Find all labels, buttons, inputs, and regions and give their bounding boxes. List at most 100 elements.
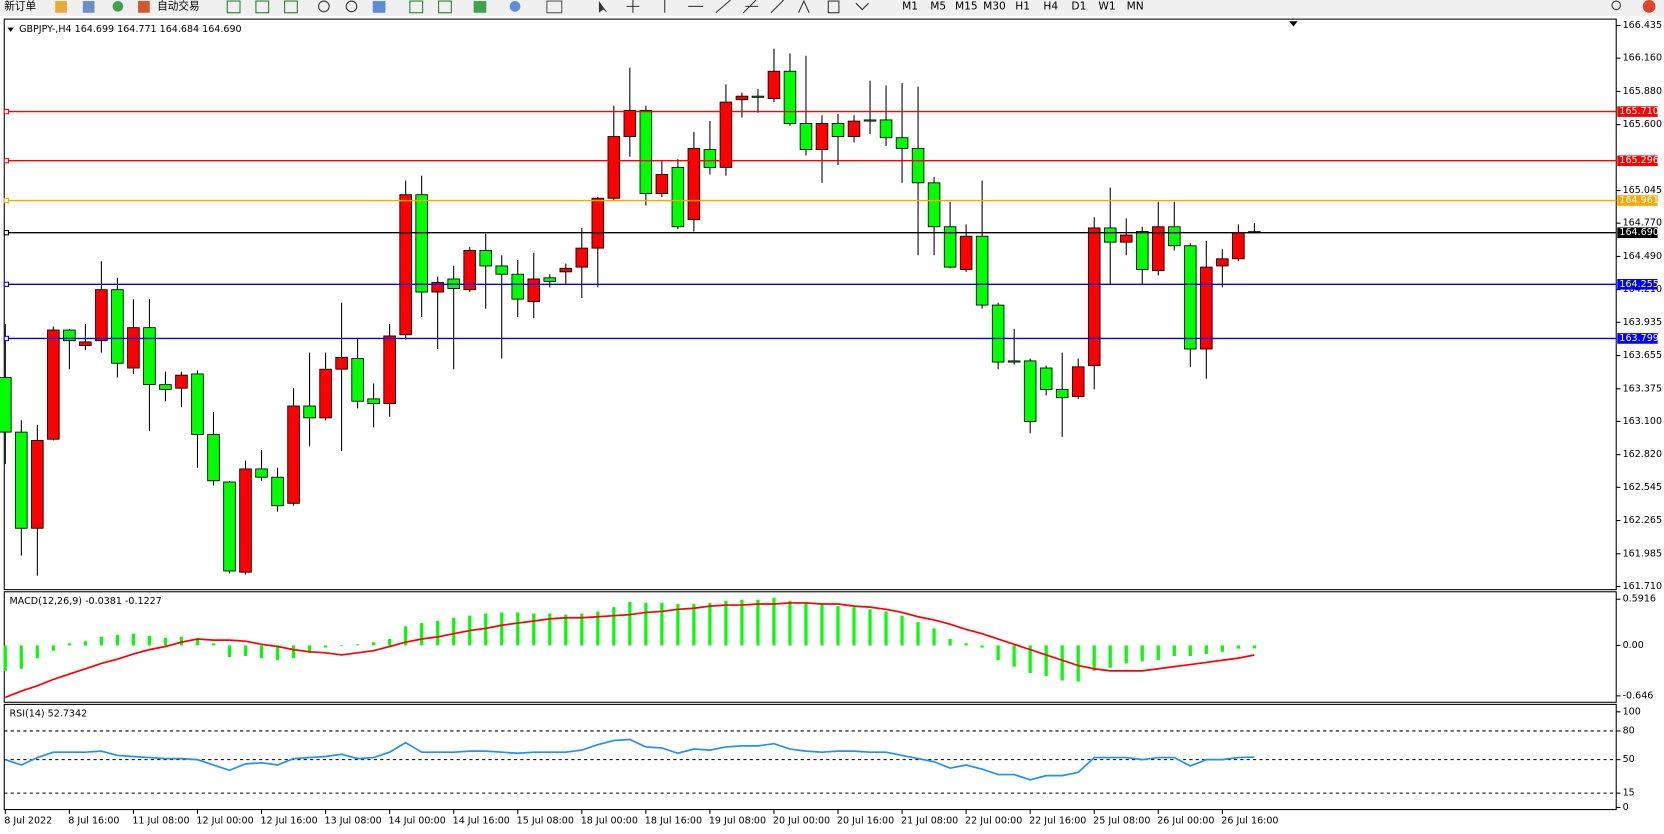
macd-bar <box>644 602 648 646</box>
candle-body <box>895 137 909 149</box>
candle-body <box>799 123 813 151</box>
x-tick-label: 8 Jul 16:00 <box>68 816 119 827</box>
new-order-button[interactable]: 新订单 <box>4 0 36 12</box>
candle-body <box>943 226 957 268</box>
channel-icon[interactable] <box>742 0 759 14</box>
icon[interactable] <box>509 1 521 12</box>
icon[interactable] <box>138 1 150 13</box>
macd-bar <box>35 645 39 659</box>
candle-body <box>559 267 573 273</box>
candle-body <box>1119 234 1133 243</box>
timeframe-button[interactable]: M15 <box>955 0 978 12</box>
candle-body <box>1136 231 1149 270</box>
macd-bar <box>211 643 216 646</box>
candle-body <box>127 327 140 369</box>
timeframe-button[interactable]: M5 <box>930 0 946 12</box>
icon[interactable] <box>255 0 270 14</box>
macd-bar <box>99 636 103 646</box>
cursor-icon[interactable] <box>598 1 608 13</box>
icon[interactable] <box>226 0 241 14</box>
icon[interactable] <box>318 0 330 13</box>
level-marker <box>3 230 10 236</box>
macd-bar <box>307 645 312 653</box>
timeframe-button[interactable]: MN <box>1127 0 1144 12</box>
timeframe-button[interactable]: W1 <box>1098 0 1115 12</box>
candle-body <box>415 194 428 293</box>
candle-body <box>751 95 765 98</box>
x-tick-label: 22 Jul 16:00 <box>1029 816 1086 827</box>
icon[interactable] <box>284 0 298 14</box>
icon[interactable] <box>409 0 424 14</box>
rsi-panel <box>3 703 1617 811</box>
macd-bar <box>51 645 55 651</box>
macd-bar <box>404 626 408 646</box>
macd-bar <box>756 599 760 646</box>
macd-bar <box>884 611 888 646</box>
notification-icon[interactable] <box>1642 0 1656 13</box>
level-label: 164.961 <box>1619 195 1658 206</box>
y-tick-label: 163.375 <box>1623 383 1662 394</box>
candle-body <box>607 136 621 199</box>
arrow-icon[interactable] <box>855 2 870 11</box>
level-label: 164.255 <box>1619 279 1658 290</box>
macd-bar <box>131 633 136 646</box>
crosshair-icon[interactable] <box>626 0 640 13</box>
auto-trading-button[interactable]: 自动交易 <box>157 0 199 12</box>
icon[interactable] <box>82 1 95 13</box>
icon[interactable] <box>372 1 386 13</box>
candle-body <box>911 147 925 184</box>
macd-bar <box>996 645 1000 661</box>
level-label-box <box>1617 155 1658 167</box>
y-tick-label: 162.545 <box>1623 482 1662 493</box>
candle-body <box>687 147 701 221</box>
candle-body <box>319 368 332 419</box>
search-icon[interactable] <box>1611 0 1621 11</box>
timeframe-button[interactable]: H1 <box>1015 0 1030 12</box>
x-tick-label: 12 Jul 16:00 <box>260 816 317 827</box>
label-icon[interactable] <box>827 0 840 14</box>
macd-bar <box>788 600 792 646</box>
macd-bar <box>852 607 856 646</box>
y-tick-label: 164.210 <box>1623 284 1662 295</box>
macd-bar <box>692 604 696 646</box>
candle-body <box>543 277 557 282</box>
y-tick-label: 50 <box>1623 754 1635 765</box>
candle-body <box>671 166 685 228</box>
candle-body <box>879 119 893 139</box>
candle-body <box>991 304 1005 363</box>
macd-bar <box>83 641 87 646</box>
y-tick-label: 163.935 <box>1623 317 1662 328</box>
icon[interactable] <box>438 0 452 14</box>
trendline-icon[interactable] <box>715 0 731 14</box>
candle-body <box>255 468 268 478</box>
timeframe-button[interactable]: M30 <box>983 0 1006 12</box>
icon[interactable] <box>112 1 124 12</box>
timeframe-button[interactable]: D1 <box>1071 0 1086 12</box>
icon[interactable] <box>55 1 67 13</box>
fibo-icon[interactable] <box>770 0 785 14</box>
macd-bar <box>1140 645 1144 662</box>
candle-body <box>143 327 156 386</box>
level-label-box <box>1617 279 1658 290</box>
macd-bar <box>772 597 776 646</box>
candle-body <box>95 289 108 342</box>
icon[interactable] <box>345 0 358 13</box>
macd-bar <box>980 645 984 648</box>
candle-body <box>463 250 476 291</box>
x-tick-label: 12 Jul 00:00 <box>196 816 253 827</box>
macd-bar <box>3 645 7 671</box>
icon[interactable] <box>473 1 487 13</box>
icon[interactable] <box>546 0 563 14</box>
macd-bar <box>436 620 440 646</box>
candle-body <box>159 384 172 390</box>
macd-bar <box>1044 645 1048 677</box>
candle-body <box>287 405 300 504</box>
text-icon[interactable] <box>798 0 810 13</box>
timeframe-button[interactable]: H4 <box>1043 0 1058 12</box>
x-tick-label: 19 Jul 08:00 <box>709 816 766 827</box>
macd-bar <box>932 628 936 646</box>
timeframe-button[interactable]: M1 <box>902 0 918 12</box>
macd-bar <box>1076 645 1080 682</box>
macd-bar <box>740 599 744 646</box>
